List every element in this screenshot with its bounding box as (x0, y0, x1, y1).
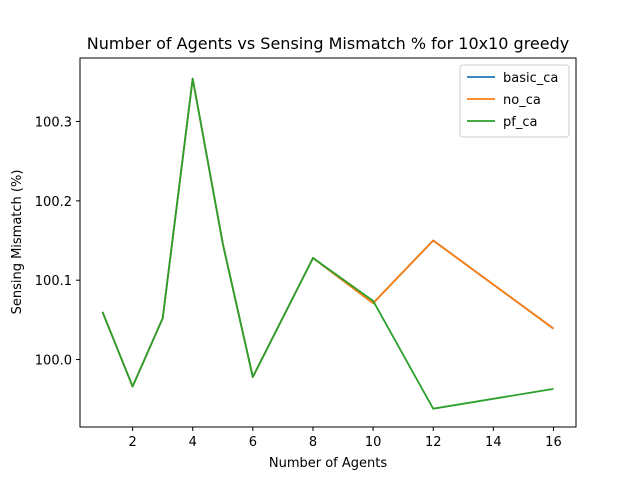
x-tick-label: 12 (425, 435, 442, 450)
x-tick-label: 2 (128, 435, 136, 450)
plot-area (101, 77, 555, 410)
legend-label-no_ca: no_ca (503, 93, 541, 108)
chart-title: Number of Agents vs Sensing Mismatch % f… (87, 34, 569, 53)
y-axis-label: Sensing Mismatch (%) (10, 170, 25, 315)
y-tick-label: 100.0 (35, 354, 72, 369)
x-axis: 2 4 6 8 10 12 14 16 (128, 427, 562, 450)
x-axis-label: Number of Agents (269, 456, 387, 471)
series-line-pf_ca (101, 77, 554, 410)
x-tick-label: 8 (309, 435, 317, 450)
legend-label-pf_ca: pf_ca (503, 115, 537, 130)
x-tick-label: 16 (545, 435, 562, 450)
y-tick-label: 100.2 (35, 195, 72, 210)
plot-frame (79, 57, 577, 428)
x-tick-label: 6 (249, 435, 257, 450)
x-tick-label: 10 (365, 435, 382, 450)
y-axis: 100.0 100.1 100.2 100.3 (35, 115, 80, 369)
y-tick-label: 100.1 (35, 274, 72, 289)
x-tick-label: 14 (485, 435, 502, 450)
x-tick-label: 4 (189, 435, 197, 450)
legend: basic_ca no_ca pf_ca (459, 64, 570, 138)
legend-label-basic_ca: basic_ca (503, 71, 558, 86)
legend-frame (459, 64, 570, 138)
y-tick-label: 100.3 (35, 115, 72, 130)
